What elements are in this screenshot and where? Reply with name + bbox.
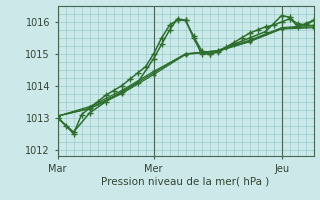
X-axis label: Pression niveau de la mer( hPa ): Pression niveau de la mer( hPa )	[101, 176, 270, 186]
